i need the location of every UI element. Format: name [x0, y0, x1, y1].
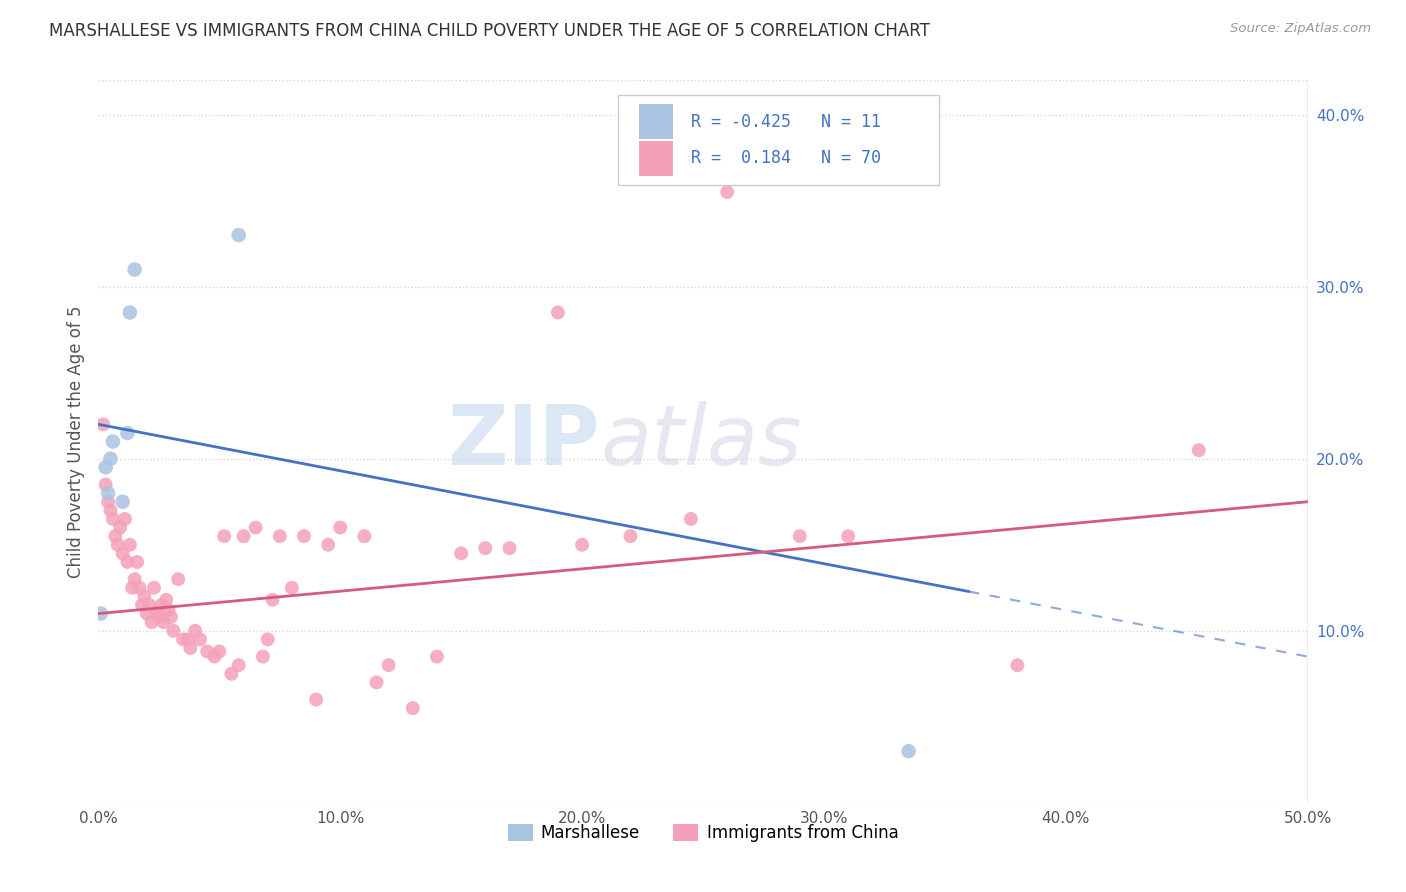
Point	[127, 555, 149, 569]
Point	[111, 546, 134, 560]
Point	[195, 644, 218, 658]
Point	[150, 598, 173, 612]
Point	[107, 538, 129, 552]
Text: atlas: atlas	[600, 401, 801, 482]
Point	[619, 529, 641, 543]
Point	[837, 529, 859, 543]
Point	[114, 512, 136, 526]
Point	[94, 477, 117, 491]
Point	[111, 494, 134, 508]
Point	[90, 607, 112, 621]
Point	[118, 538, 141, 552]
Point	[228, 228, 250, 243]
Point	[91, 417, 114, 432]
Text: MARSHALLESE VS IMMIGRANTS FROM CHINA CHILD POVERTY UNDER THE AGE OF 5 CORRELATIO: MARSHALLESE VS IMMIGRANTS FROM CHINA CHI…	[49, 22, 931, 40]
Point	[143, 581, 166, 595]
Point	[269, 529, 291, 543]
Point	[252, 649, 274, 664]
Point	[256, 632, 278, 647]
Point	[679, 512, 702, 526]
Point	[177, 632, 200, 647]
Point	[157, 603, 180, 617]
Point	[100, 503, 122, 517]
Point	[179, 640, 201, 655]
Point	[402, 701, 425, 715]
Point	[118, 305, 141, 319]
Point	[897, 744, 920, 758]
Point	[138, 598, 160, 612]
Point	[188, 632, 211, 647]
Point	[131, 598, 153, 612]
FancyBboxPatch shape	[619, 95, 939, 185]
Point	[94, 460, 117, 475]
Point	[474, 541, 496, 556]
Point	[135, 607, 157, 621]
Point	[221, 666, 243, 681]
Point	[145, 607, 167, 621]
Point	[108, 520, 131, 534]
Point	[117, 555, 139, 569]
Point	[121, 581, 143, 595]
Point	[160, 610, 183, 624]
Point	[262, 592, 284, 607]
Point	[547, 305, 569, 319]
Point	[426, 649, 449, 664]
Point	[281, 581, 304, 595]
Point	[134, 590, 156, 604]
Point	[167, 572, 190, 586]
Point	[245, 520, 267, 534]
Point	[100, 451, 122, 466]
Point	[789, 529, 811, 543]
Point	[97, 494, 120, 508]
Point	[204, 649, 226, 664]
Point	[141, 615, 163, 630]
Point	[498, 541, 520, 556]
Point	[184, 624, 207, 638]
Point	[155, 592, 177, 607]
Point	[292, 529, 315, 543]
Point	[571, 538, 593, 552]
Point	[148, 610, 170, 624]
Point	[101, 434, 124, 449]
Text: ZIP: ZIP	[447, 401, 600, 482]
Point	[353, 529, 375, 543]
Point	[128, 581, 150, 595]
FancyBboxPatch shape	[638, 104, 673, 139]
Point	[377, 658, 399, 673]
Point	[329, 520, 352, 534]
Point	[117, 425, 139, 440]
Point	[1007, 658, 1029, 673]
Point	[716, 185, 738, 199]
Point	[101, 512, 124, 526]
Point	[316, 538, 339, 552]
Point	[208, 644, 231, 658]
Point	[450, 546, 472, 560]
Point	[172, 632, 194, 647]
Point	[1188, 443, 1211, 458]
FancyBboxPatch shape	[638, 141, 673, 176]
Point	[305, 692, 328, 706]
Point	[124, 262, 146, 277]
Text: R =  0.184   N = 70: R = 0.184 N = 70	[690, 149, 882, 167]
Point	[152, 615, 174, 630]
Y-axis label: Child Poverty Under the Age of 5: Child Poverty Under the Age of 5	[66, 305, 84, 578]
Text: Source: ZipAtlas.com: Source: ZipAtlas.com	[1230, 22, 1371, 36]
Point	[232, 529, 254, 543]
Legend: Marshallese, Immigrants from China: Marshallese, Immigrants from China	[501, 817, 905, 848]
Point	[212, 529, 235, 543]
Point	[104, 529, 127, 543]
Text: R = -0.425   N = 11: R = -0.425 N = 11	[690, 112, 882, 130]
Point	[228, 658, 250, 673]
Point	[366, 675, 388, 690]
Point	[97, 486, 120, 500]
Point	[162, 624, 184, 638]
Point	[124, 572, 146, 586]
